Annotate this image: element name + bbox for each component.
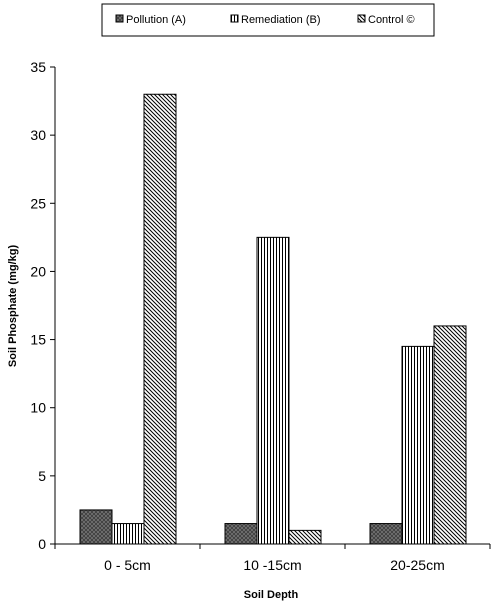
y-axis-title: Soil Phosphate (mg/kg) — [7, 245, 19, 368]
y-tick-label: 10 — [30, 400, 46, 416]
y-tick-label: 20 — [30, 263, 46, 279]
legend-box — [101, 3, 435, 37]
legend-swatch — [357, 14, 366, 23]
legend-label: Pollution (A) — [126, 14, 186, 26]
bar-2-3 — [401, 345, 435, 545]
bar-2-1 — [111, 523, 145, 545]
bar-2-2 — [256, 236, 290, 545]
bar-1-3 — [369, 523, 403, 545]
legend-swatch — [115, 14, 124, 23]
legend-label: Remediation (B) — [241, 14, 320, 26]
x-axis-title: Soil Depth — [244, 589, 299, 601]
legend-label: Control © — [368, 14, 415, 26]
y-tick-label: 30 — [30, 127, 46, 143]
y-tick-label: 5 — [38, 468, 46, 484]
x-tick-label: 10 -15cm — [243, 557, 301, 573]
x-tick-label: 20-25cm — [390, 557, 444, 573]
y-tick-label: 0 — [38, 536, 46, 552]
y-tick-label: 25 — [30, 195, 46, 211]
bar-3-3 — [433, 325, 467, 545]
y-tick-label: 15 — [30, 332, 46, 348]
bar-1-1 — [79, 509, 113, 545]
bar-1-2 — [224, 523, 258, 545]
bar-3-2 — [288, 529, 322, 545]
axes-group: 0 5 10 15 20 25 30 35 0 - 5cm 10 -15cm 20-25cm — [30, 59, 491, 573]
bar-3-1 — [143, 93, 177, 545]
legend-swatch — [230, 14, 239, 23]
x-tick-label: 0 - 5cm — [104, 557, 151, 573]
legend: Pollution (A) Remediation (B) Control © — [101, 3, 435, 37]
bars-group — [79, 93, 467, 545]
y-tick-label: 35 — [30, 59, 46, 75]
